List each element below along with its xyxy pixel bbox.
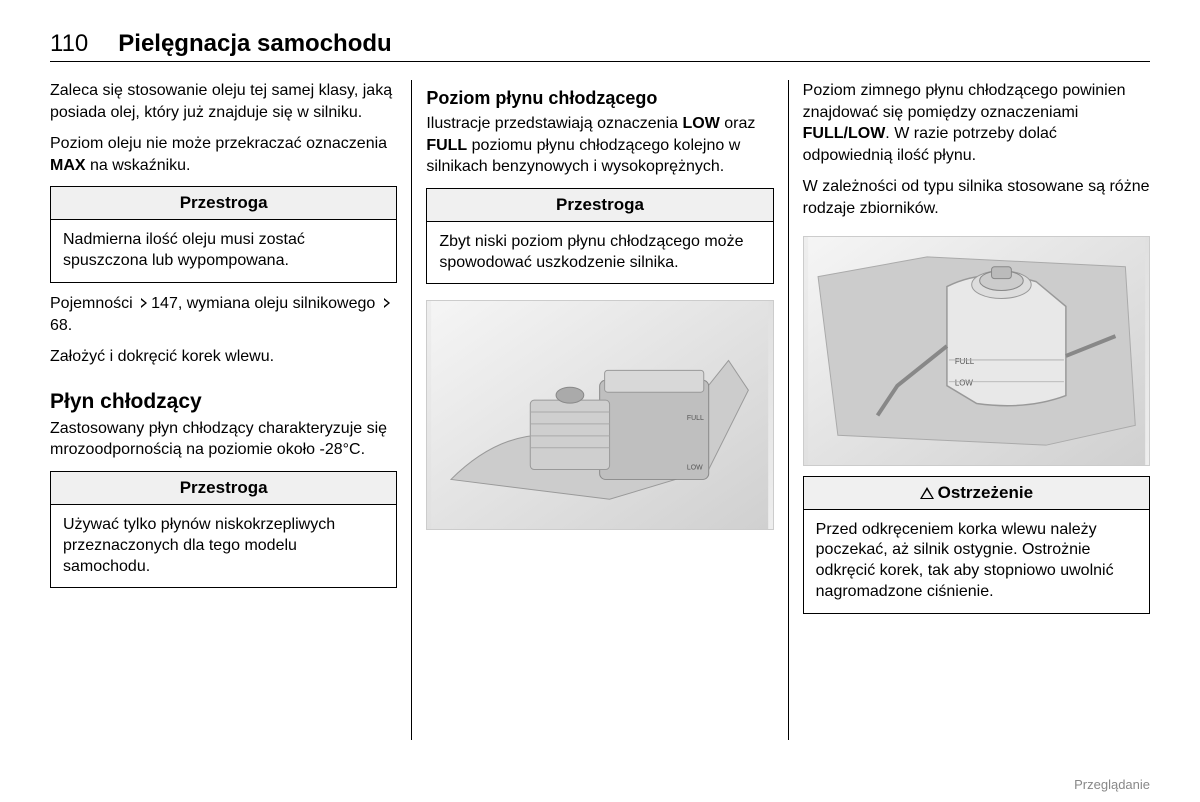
label-low: LOW [955, 378, 974, 387]
col1-p2-bold: MAX [50, 157, 86, 174]
column-2: Poziom płynu chłodzącego Ilustracje prze… [411, 80, 787, 740]
caution-body: Zbyt niski poziom płynu chłodzącego może… [427, 222, 772, 284]
ref-arrow-icon [382, 298, 392, 308]
coolant-reservoir-illustration-2: FULL LOW [803, 236, 1150, 466]
col2-p1b1: LOW [682, 115, 719, 132]
col2-h3: Poziom płynu chłodzącego [426, 88, 773, 109]
page: 110 Pielęgnacja samochodu Zaleca się sto… [0, 0, 1200, 802]
column-1: Zaleca się stosowanie oleju tej samej kl… [50, 80, 411, 740]
warning-body: Przed odkręceniem korka wlewu należy poc… [804, 510, 1149, 613]
caution-box-2: Przestroga Używać tylko płynów niskokrze… [50, 471, 397, 588]
columns: Zaleca się stosowanie oleju tej samej kl… [50, 80, 1150, 740]
caution-box-3: Przestroga Zbyt niski poziom płynu chłod… [426, 188, 773, 285]
col1-ref2: 68 [50, 317, 68, 334]
col1-p3a: Pojemności [50, 295, 137, 312]
caution-box-1: Przestroga Nadmierna ilość oleju musi zo… [50, 186, 397, 283]
col1-p3b: , wymiana oleju silnikowego [178, 295, 380, 312]
caution-body: Nadmierna ilość oleju musi zostać spuszc… [51, 220, 396, 282]
col1-p2-pre: Poziom oleju nie może przekraczać oznacz… [50, 135, 387, 152]
col1-p3c: . [68, 317, 72, 334]
col1-p4: Założyć i dokręcić korek wlewu. [50, 346, 397, 368]
col2-p1b: oraz [720, 115, 756, 132]
caution-body: Używać tylko płynów niskokrzepliwych prz… [51, 505, 396, 587]
footer-text: Przeglądanie [1074, 777, 1150, 792]
col1-p3: Pojemności 147, wymiana oleju silnikoweg… [50, 293, 397, 336]
warning-title-text: Ostrzeżenie [938, 483, 1033, 502]
warning-title: Ostrzeżenie [804, 477, 1149, 510]
header-rule [50, 61, 1150, 62]
col3-p1a: Poziom zimnego płynu chłodzącego powinie… [803, 82, 1126, 121]
chapter-title: Pielęgnacja samochodu [118, 30, 391, 58]
col2-p1: Ilustracje przedstawiają oznaczenia LOW … [426, 113, 773, 178]
coolant-reservoir-illustration-1: FULL LOW [426, 300, 773, 530]
caution-title: Przestroga [51, 187, 396, 220]
col2-p1c: poziomu płynu chłodzącego kolejno w siln… [426, 137, 740, 176]
ref-arrow-icon [139, 298, 149, 308]
page-header: 110 Pielęgnacja samochodu [50, 30, 1150, 58]
warning-icon [920, 487, 934, 499]
label-full: FULL [955, 356, 975, 365]
page-number: 110 [50, 30, 88, 58]
col2-p1a: Ilustracje przedstawiają oznaczenia [426, 115, 682, 132]
caution-title: Przestroga [51, 472, 396, 505]
col3-p2: W zależności od typu silnika stosowane s… [803, 176, 1150, 219]
col1-h2: Płyn chłodzący [50, 390, 397, 414]
warning-box: Ostrzeżenie Przed odkręceniem korka wlew… [803, 476, 1150, 614]
label-full: FULL [687, 415, 704, 422]
label-low: LOW [687, 465, 703, 472]
col3-p1b: FULL/LOW [803, 125, 886, 142]
col2-p1b2: FULL [426, 137, 467, 154]
caution-title: Przestroga [427, 189, 772, 222]
col1-ref1: 147 [151, 295, 178, 312]
col1-p2-post: na wskaźniku. [86, 157, 191, 174]
col3-p1: Poziom zimnego płynu chłodzącego powinie… [803, 80, 1150, 166]
column-3: Poziom zimnego płynu chłodzącego powinie… [788, 80, 1150, 740]
col1-p2: Poziom oleju nie może przekraczać oznacz… [50, 133, 397, 176]
col1-p5: Zastosowany płyn chłodzący charakteryzuj… [50, 418, 397, 461]
col1-p1: Zaleca się stosowanie oleju tej samej kl… [50, 80, 397, 123]
